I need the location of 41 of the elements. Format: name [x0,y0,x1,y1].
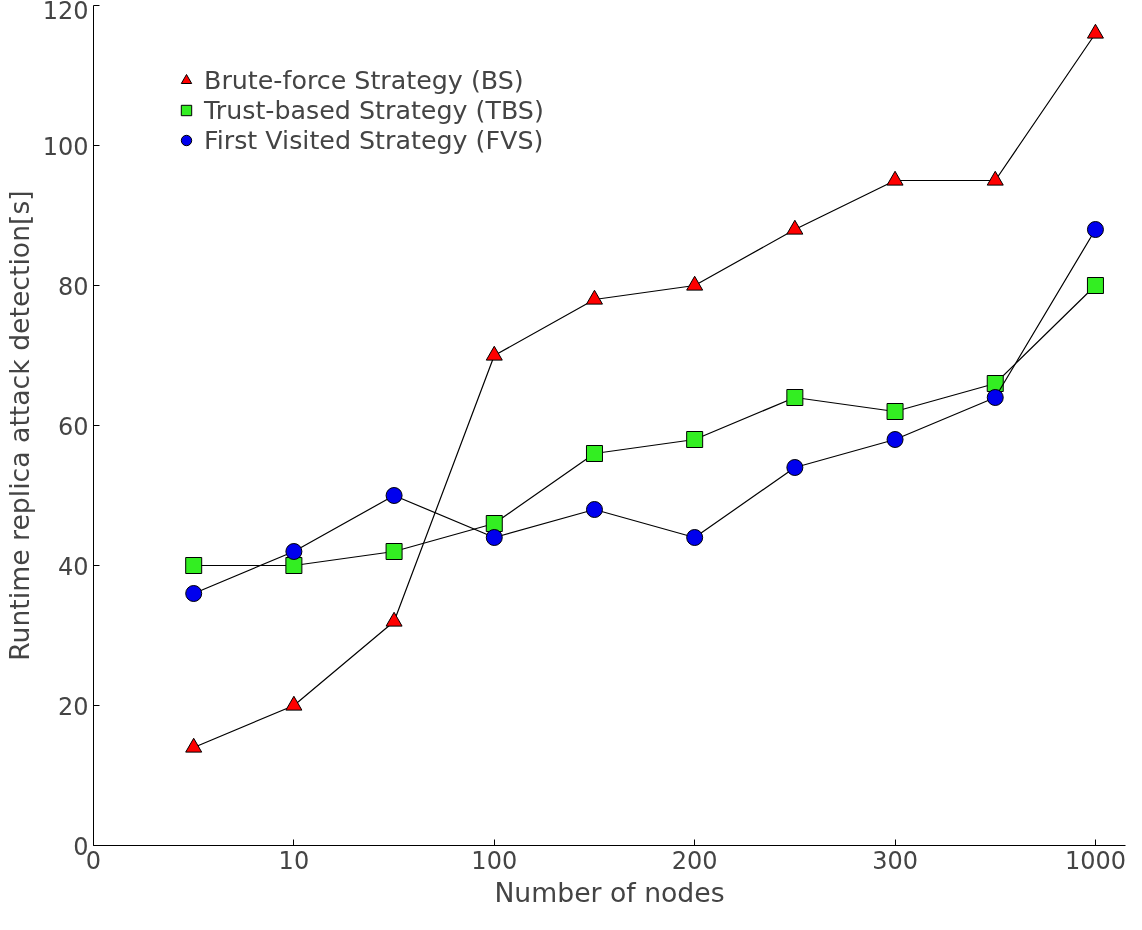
point [285,543,303,560]
point [1086,221,1104,238]
point [786,389,804,406]
y-tick-label: 120 [42,0,89,25]
y-tick-label: 40 [57,552,89,581]
y-axis-title: Runtime replica attack detection[s] [3,190,35,661]
y-tick-label: 80 [57,272,89,301]
point [786,459,804,476]
x-tick-label: 100 [471,846,518,875]
x-tick-label: 10 [278,846,310,875]
point [385,543,403,560]
point [585,501,603,518]
x-tick-label: 200 [671,846,718,875]
x-tick-label: 300 [872,846,918,875]
point [1086,23,1104,39]
legend-label: First Visited Strategy (FVS) [204,125,544,155]
point [485,345,503,361]
point [1086,277,1104,294]
y-tick-label: 60 [57,412,89,441]
point [886,403,904,420]
y-tick-label: 20 [57,692,89,721]
legend-label: Brute-force Strategy (BS) [204,65,524,95]
point [185,585,203,602]
point [585,445,603,462]
point [886,431,904,448]
x-axis-title: Number of nodes [494,876,725,908]
point [786,219,804,235]
point [385,487,403,504]
point [285,557,303,574]
point [485,529,503,546]
legend-label: Trust-based Strategy (TBS) [204,95,544,125]
point [185,557,203,574]
point [986,170,1004,186]
point [686,275,704,291]
point [986,389,1004,406]
x-tick-label: 1000 [1064,846,1126,875]
y-tick-label: 100 [42,132,89,161]
point [886,170,904,186]
point [686,529,704,546]
point [686,431,704,448]
point [585,289,603,305]
